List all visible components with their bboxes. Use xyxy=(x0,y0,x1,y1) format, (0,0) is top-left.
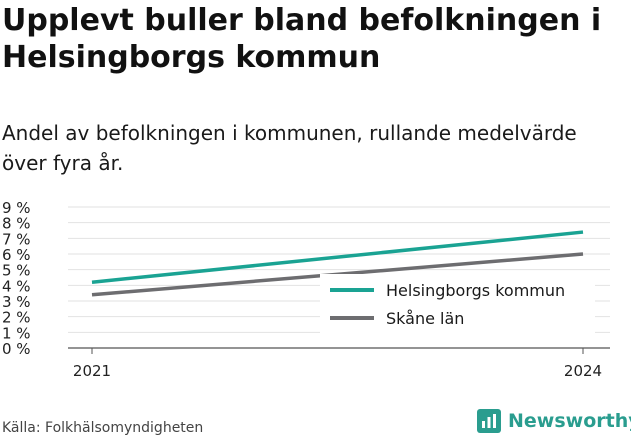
legend: Helsingborgs kommun Skåne län xyxy=(320,274,595,336)
bar-chart-logo-icon xyxy=(477,409,501,433)
series-line-0 xyxy=(91,230,584,284)
brand-name: Newsworthy xyxy=(508,410,631,432)
legend-box xyxy=(320,274,595,336)
y-tick-label: 1 % xyxy=(2,324,31,342)
newsworthy-logo[interactable]: Newsworthy xyxy=(477,409,631,433)
legend-label: Skåne län xyxy=(386,309,464,328)
y-tick-label: 4 % xyxy=(2,277,31,295)
x-tick-label: 2024 xyxy=(564,362,602,380)
y-tick-label: 3 % xyxy=(2,293,31,311)
chart-title: Upplevt buller bland befolkningen i Hels… xyxy=(2,3,602,75)
legend-label: Helsingborgs kommun xyxy=(386,281,565,300)
source-note: Källa: Folkhälsomyndigheten xyxy=(2,420,204,436)
x-tick-label: 2021 xyxy=(73,362,111,380)
y-tick-label: 9 % xyxy=(2,199,31,217)
y-tick-label: 8 % xyxy=(2,215,31,233)
y-axis: 0 %1 %2 %3 %4 %5 %6 %7 %8 %9 % xyxy=(2,199,610,358)
y-tick-label: 5 % xyxy=(2,262,31,280)
y-tick-label: 7 % xyxy=(2,230,31,248)
x-axis: 2021 2024 xyxy=(73,348,602,380)
chart-subtitle: Andel av befolkningen i kommunen, rullan… xyxy=(2,121,577,175)
y-tick-label: 2 % xyxy=(2,309,31,327)
y-tick-label: 0 % xyxy=(2,340,31,358)
y-tick-label: 6 % xyxy=(2,246,31,264)
